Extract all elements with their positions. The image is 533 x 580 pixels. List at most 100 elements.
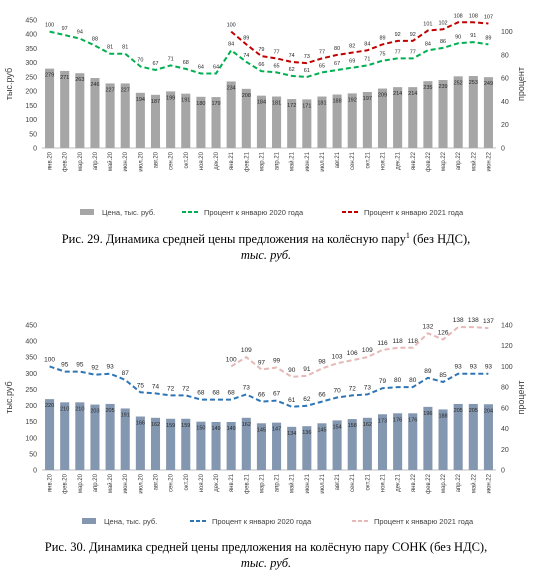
- bar-value-label: 246: [90, 82, 99, 88]
- x-tick-label: июн.22: [486, 473, 492, 493]
- line-value-label: 93: [106, 364, 114, 371]
- y2-tick-label: 0: [501, 146, 505, 153]
- line-value-label: 109: [362, 347, 373, 354]
- line-value-label: 89: [424, 368, 432, 375]
- line-value-label: 79: [258, 47, 264, 53]
- bar: [453, 403, 463, 470]
- x-tick-label: июл.20: [138, 473, 144, 493]
- bar-value-label: 204: [484, 408, 493, 414]
- x-tick-label: июн.21: [305, 151, 311, 171]
- line-value-label: 77: [319, 49, 325, 55]
- bar: [135, 416, 145, 470]
- bar: [90, 78, 100, 148]
- bar-value-label: 176: [408, 417, 417, 423]
- bar-value-label: 191: [181, 98, 190, 104]
- y-tick-label: 400: [25, 32, 37, 39]
- y2-tick-label: 40: [501, 426, 509, 433]
- y-tick-label: 300: [25, 371, 37, 378]
- line-value-label: 109: [241, 347, 252, 354]
- line-value-label: 82: [349, 44, 355, 50]
- line-value-label: 90: [455, 34, 461, 40]
- bar-value-label: 192: [348, 97, 357, 103]
- bar: [226, 421, 236, 470]
- bar: [75, 402, 85, 470]
- bar-value-label: 154: [333, 424, 342, 430]
- legend-label: Процент к январю 2021 года: [364, 208, 464, 217]
- y2-tick-label: 20: [501, 447, 509, 454]
- y-tick-label: 200: [25, 89, 37, 96]
- bar: [181, 418, 191, 470]
- y-tick-label: 350: [25, 46, 37, 53]
- bar-value-label: 176: [393, 417, 402, 423]
- bar: [377, 88, 388, 148]
- bar-value-label: 147: [272, 427, 281, 433]
- x-tick-label: апр.22: [456, 473, 462, 492]
- line-value-label: 67: [152, 61, 158, 67]
- line-value-label: 77: [395, 49, 401, 55]
- bar: [105, 403, 115, 470]
- x-tick-label: мар.21: [259, 151, 265, 171]
- bar: [166, 418, 176, 470]
- x-tick-label: янв.20: [48, 473, 54, 492]
- line-value-label: 138: [453, 317, 464, 324]
- bar: [256, 423, 266, 470]
- line-value-label: 92: [410, 32, 416, 38]
- bar-value-label: 214: [393, 91, 402, 97]
- bar-value-label: 145: [257, 427, 266, 433]
- line-value-label: 68: [228, 390, 236, 397]
- x-tick-label: янв.22: [411, 151, 417, 170]
- bar: [423, 81, 433, 148]
- line-value-label: 84: [425, 41, 431, 47]
- bar-value-label: 172: [287, 103, 296, 109]
- legend-label: Процент к январю 2021 года: [374, 517, 474, 526]
- line-value-label: 75: [379, 52, 385, 58]
- line-value-label: 118: [392, 338, 403, 345]
- bar: [377, 414, 388, 470]
- bar-value-label: 239: [438, 84, 447, 90]
- line-value-label: 66: [258, 392, 266, 399]
- bar: [408, 87, 418, 148]
- line-value-label: 85: [439, 372, 447, 379]
- line-value-label: 77: [410, 49, 416, 55]
- y-tick-label: 0: [33, 146, 37, 153]
- bar: [256, 95, 266, 148]
- x-tick-label: окт.21: [365, 151, 371, 168]
- caption-tail: (без НДС),: [410, 232, 470, 246]
- bar-value-label: 134: [287, 431, 296, 437]
- bar: [332, 420, 342, 470]
- bar-value-label: 158: [348, 423, 357, 429]
- y-tick-label: 200: [25, 403, 37, 410]
- x-tick-label: сен.21: [350, 151, 356, 170]
- line-value-label: 100: [45, 23, 54, 29]
- bar-value-label: 136: [302, 430, 311, 436]
- y-tick-label: 450: [25, 18, 37, 25]
- y2-tick-label: 80: [501, 385, 509, 392]
- x-tick-label: дек.20: [214, 151, 220, 169]
- caption-unit: тыс. руб.: [241, 556, 291, 570]
- x-tick-label: янв.22: [411, 473, 417, 492]
- line-value-label: 77: [274, 49, 280, 55]
- y-tick-label: 250: [25, 387, 37, 394]
- line-value-label: 71: [168, 56, 174, 62]
- bar: [60, 402, 70, 470]
- x-tick-label: фев.20: [63, 151, 69, 171]
- bar-value-label: 271: [60, 75, 69, 81]
- bar: [393, 87, 403, 148]
- bar: [272, 422, 282, 470]
- bar-value-label: 208: [242, 93, 251, 99]
- bar-value-label: 203: [90, 409, 99, 415]
- line-value-label: 72: [182, 385, 190, 392]
- line: [230, 21, 489, 65]
- line-value-label: 91: [470, 33, 476, 39]
- y-tick-label: 100: [25, 435, 37, 442]
- bar: [211, 97, 221, 148]
- line-value-label: 116: [377, 340, 388, 347]
- bar-value-label: 179: [211, 101, 220, 107]
- line-value-label: 73: [364, 384, 372, 391]
- bar-value-label: 252: [454, 80, 463, 86]
- line-value-label: 80: [394, 377, 402, 384]
- line-value-label: 87: [122, 370, 130, 377]
- x-tick-label: мар.20: [78, 473, 84, 493]
- x-tick-label: апр.20: [93, 473, 99, 492]
